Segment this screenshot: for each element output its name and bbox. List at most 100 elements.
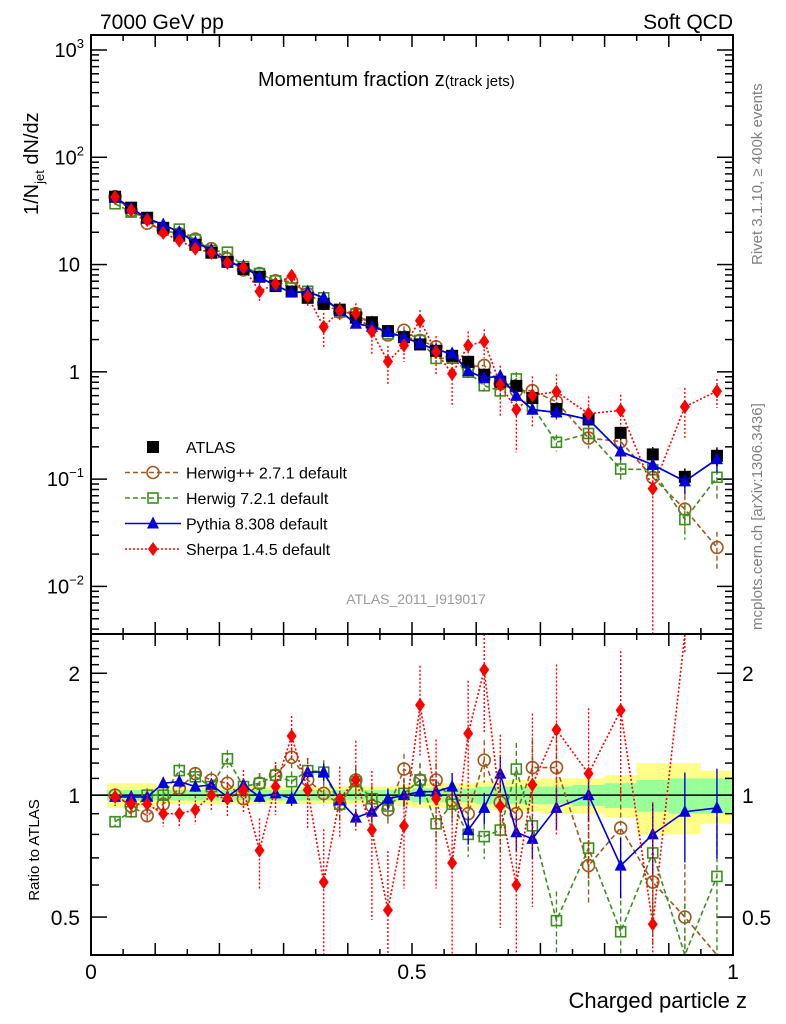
ratio-point-sherpa xyxy=(647,917,658,932)
ratio-point-pythia xyxy=(253,789,266,802)
ratio-point-herwig7 xyxy=(614,925,627,938)
data-point-pythia xyxy=(157,217,170,230)
main-y-axis-label: 1/Njet dN/dz xyxy=(21,112,47,215)
ratio-point-herwigpp xyxy=(613,821,628,835)
ratio-point-sherpa xyxy=(463,726,474,741)
series-sherpa xyxy=(110,190,722,634)
ratio-point-sherpa xyxy=(511,878,522,893)
ratio-y-tick-label-right: 2 xyxy=(742,663,754,686)
ratio-point-sherpa xyxy=(350,773,361,788)
ratio-point-herwig7 xyxy=(109,815,121,828)
ratio-point-pythia xyxy=(205,777,218,790)
data-point-sherpa xyxy=(583,406,594,421)
ratio-point-sherpa xyxy=(398,818,409,833)
data-point-pythia xyxy=(173,225,186,238)
ratio-point-sherpa xyxy=(110,789,121,804)
data-point-herwigpp xyxy=(710,540,724,555)
data-point-pythia xyxy=(646,457,659,470)
main-plot-title: Momentum fraction z(track jets) xyxy=(258,69,515,91)
mcplots-reference-label: mcplots.cern.ch [arXiv:1306.3436] xyxy=(749,403,766,630)
y-tick-label: 102 xyxy=(55,143,84,169)
ratio-y-tick-label-right: 0.5 xyxy=(742,907,771,930)
ratio-point-pythia xyxy=(189,779,202,792)
data-point-sherpa xyxy=(398,338,409,353)
data-point-sherpa xyxy=(366,324,377,339)
ratio-line-herwig7 xyxy=(114,757,718,958)
ratio-point-pythia xyxy=(397,788,410,801)
ratio-point-sherpa xyxy=(615,703,626,718)
data-point-sherpa xyxy=(447,366,458,381)
ratio-point-sherpa xyxy=(366,823,377,838)
series-sherpa-overlay xyxy=(110,190,722,496)
y-tick-label-base: 10 xyxy=(47,469,69,491)
data-point-sherpa xyxy=(174,233,185,248)
data-point-pythia xyxy=(526,402,539,415)
ratio-point-sherpa xyxy=(158,806,169,821)
x-tick-label: 1 xyxy=(727,961,739,984)
ratio-point-pythia xyxy=(646,827,659,840)
ratio-point-sherpa xyxy=(495,799,506,814)
data-point-sherpa xyxy=(350,306,361,321)
ratio-point-sherpa xyxy=(222,791,233,806)
data-point-herwig7 xyxy=(679,513,691,526)
ratio-point-pythia xyxy=(173,774,186,787)
legend-marker-herwigpp xyxy=(146,465,160,480)
data-point-sherpa xyxy=(158,225,169,240)
ratio-point-herwigpp xyxy=(477,753,492,767)
main-y-axis-label-pre: 1/N xyxy=(21,184,43,215)
y-tick-label: 10 xyxy=(58,255,80,277)
ratio-point-sherpa xyxy=(126,797,137,812)
ratio-point-sherpa xyxy=(527,777,538,792)
y-tick-label: 103 xyxy=(55,36,84,62)
data-point-pythia xyxy=(253,270,266,283)
ratio-point-herwig7 xyxy=(711,870,723,883)
ratio-y-axis-label: Ratio to ATLAS xyxy=(26,799,43,900)
ratio-panel-frame xyxy=(90,633,734,956)
data-point-sherpa xyxy=(126,203,137,218)
data-point-pythia xyxy=(710,452,723,465)
ratio-point-pythia xyxy=(125,789,138,802)
ratio-y-tick-label-left: 1 xyxy=(68,785,80,808)
data-point-sherpa xyxy=(551,384,562,399)
ratio-point-sherpa xyxy=(174,806,185,821)
data-point-sherpa xyxy=(190,241,201,256)
ratio-point-herwig7 xyxy=(550,914,563,927)
ratio-y-tick-label-left: 2 xyxy=(68,663,80,686)
data-point-sherpa xyxy=(254,284,265,299)
legend-marker-sherpa xyxy=(148,542,158,556)
data-point-sherpa xyxy=(527,388,538,403)
header-energy-label: 7000 GeV pp xyxy=(100,11,224,34)
data-point-pythia xyxy=(614,444,627,457)
ratio-point-sherpa xyxy=(142,797,153,812)
ratio-point-sherpa xyxy=(334,791,345,806)
ratio-point-pythia xyxy=(446,779,459,792)
legend-label-pythia: Pythia 8.308 default xyxy=(186,517,328,534)
y-tick-label-exponent: −2 xyxy=(69,572,84,587)
data-point-pythia xyxy=(414,336,427,349)
data-point-pythia xyxy=(510,388,523,401)
data-point-sherpa xyxy=(286,268,297,283)
ratio-point-pythia xyxy=(414,784,427,797)
data-point-sherpa xyxy=(711,384,722,399)
x-axis-label: Charged particle z xyxy=(568,988,747,1013)
ratio-point-sherpa xyxy=(254,843,265,858)
data-point-pythia xyxy=(285,285,298,298)
ratio-y-tick-labels: 0.5 0.5 1 1 2 2 xyxy=(51,663,771,930)
data-point-atlas xyxy=(646,448,659,461)
data-point-sherpa xyxy=(318,319,329,334)
ratio-point-pythia xyxy=(365,804,378,817)
data-point-pythia xyxy=(381,324,394,337)
ratio-point-herwigpp xyxy=(525,760,540,775)
ratio-point-herwig7 xyxy=(253,777,266,790)
ratio-point-pythia xyxy=(317,765,330,778)
ratio-point-sherpa xyxy=(206,788,217,803)
legend-item-herwigpp: Herwig++ 2.7.1 default xyxy=(125,466,348,483)
data-point-pythia xyxy=(550,405,563,418)
data-point-pythia xyxy=(189,235,202,248)
y-tick-label-base: 10 xyxy=(47,576,69,598)
main-y-axis-label-post: dN/dz xyxy=(21,112,43,170)
data-point-pythia xyxy=(678,474,691,487)
data-point-sherpa xyxy=(206,245,217,260)
ratio-point-pythia xyxy=(478,800,491,813)
